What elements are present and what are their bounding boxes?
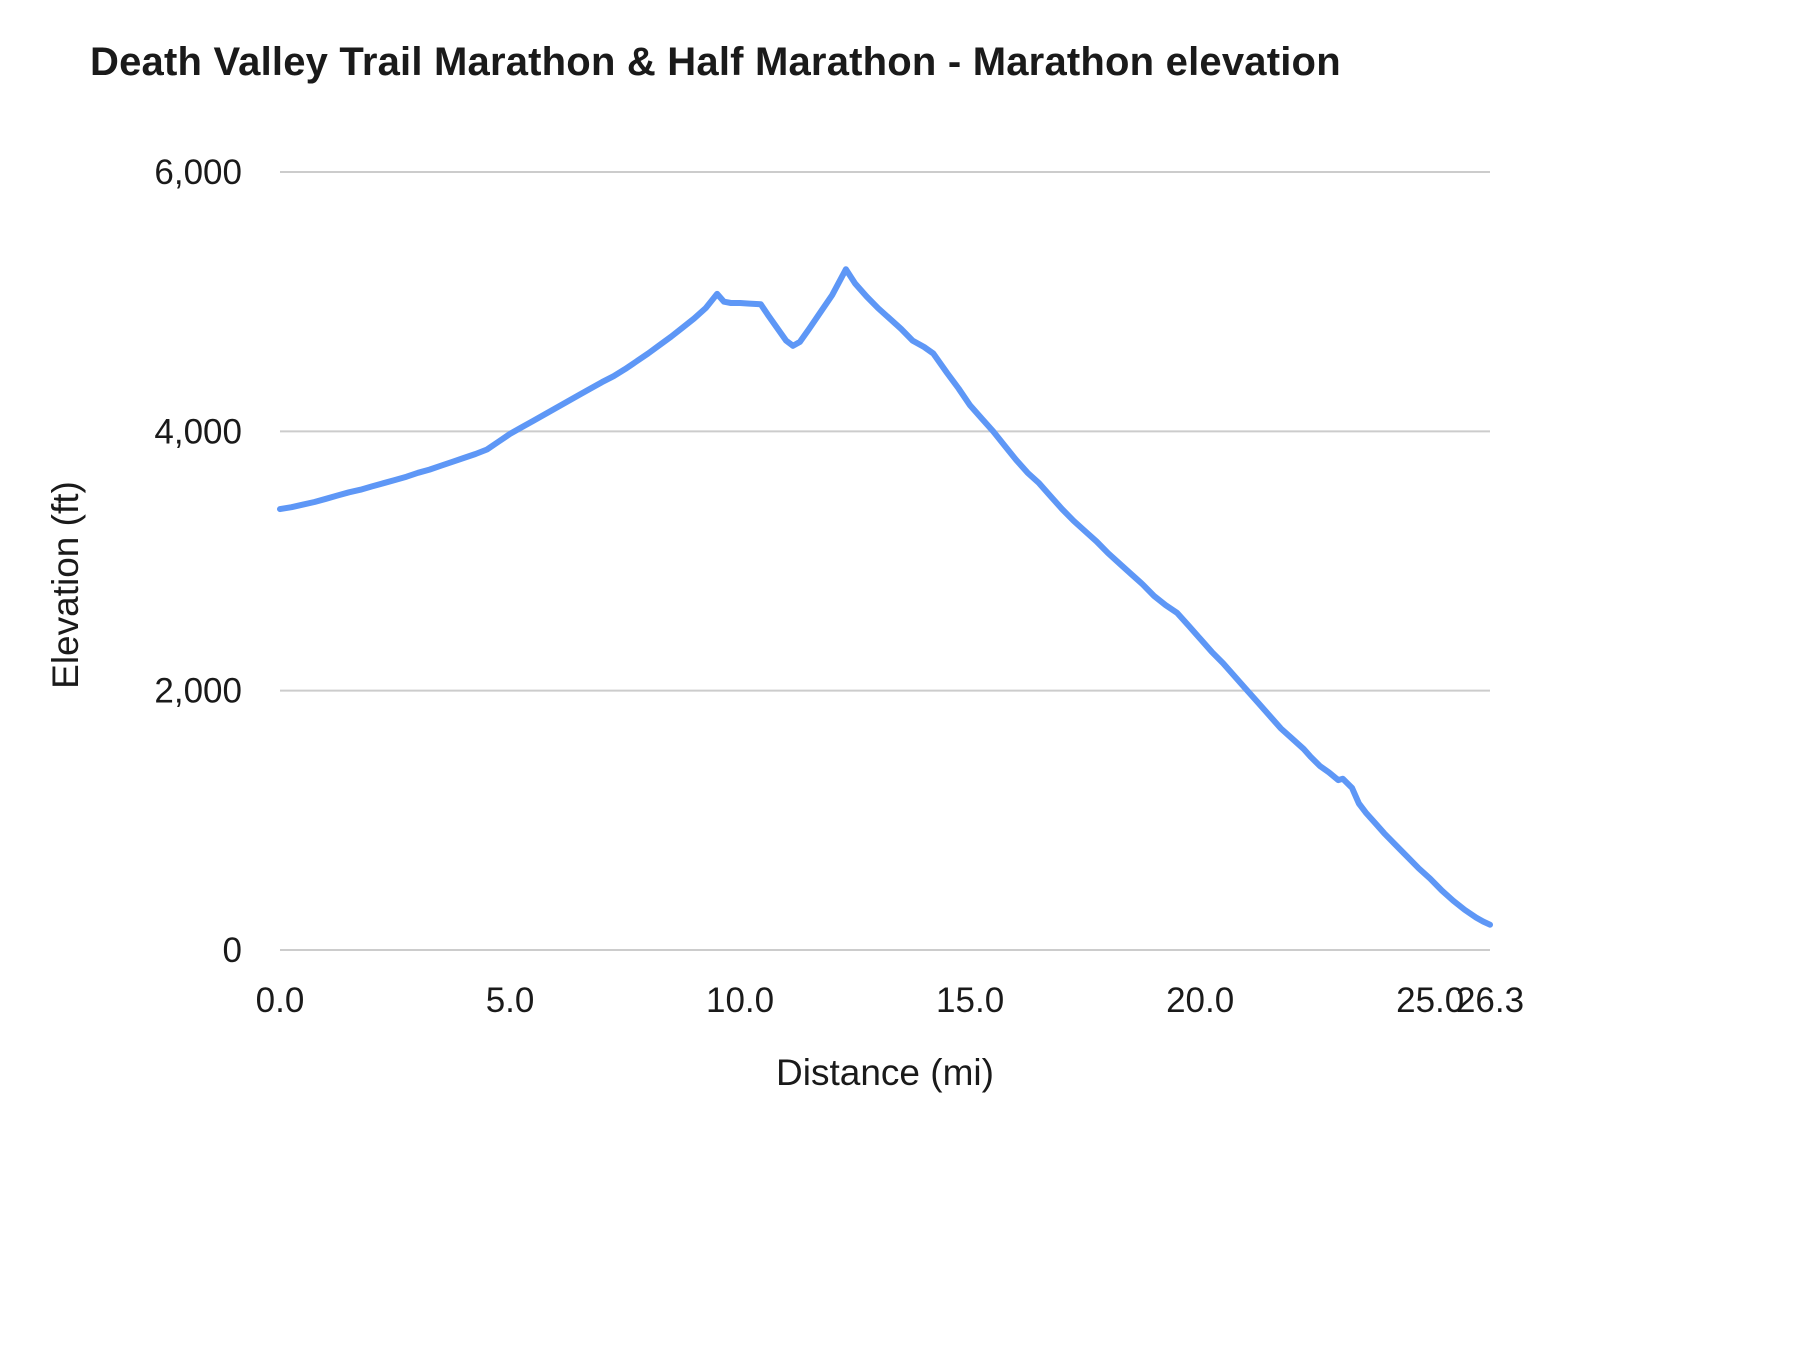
- x-tick-label: 26.3: [1456, 981, 1524, 1020]
- x-tick-label: 20.0: [1166, 981, 1234, 1020]
- x-tick-label: 15.0: [936, 981, 1004, 1020]
- elevation-series-line: [277, 266, 1493, 928]
- y-tick-label: 4,000: [154, 412, 242, 451]
- y-tick-label: 0: [223, 931, 242, 970]
- x-tick-label: 5.0: [486, 981, 535, 1020]
- x-tick-label: 10.0: [706, 981, 774, 1020]
- y-tick-label: 2,000: [154, 672, 242, 711]
- y-tick-label: 6,000: [154, 153, 242, 192]
- x-tick-label: 0.0: [256, 981, 305, 1020]
- x-axis-label: Distance (mi): [776, 1052, 994, 1093]
- x-tick-label: 25.0: [1396, 981, 1464, 1020]
- chart-title: Death Valley Trail Marathon & Half Marat…: [90, 40, 1341, 84]
